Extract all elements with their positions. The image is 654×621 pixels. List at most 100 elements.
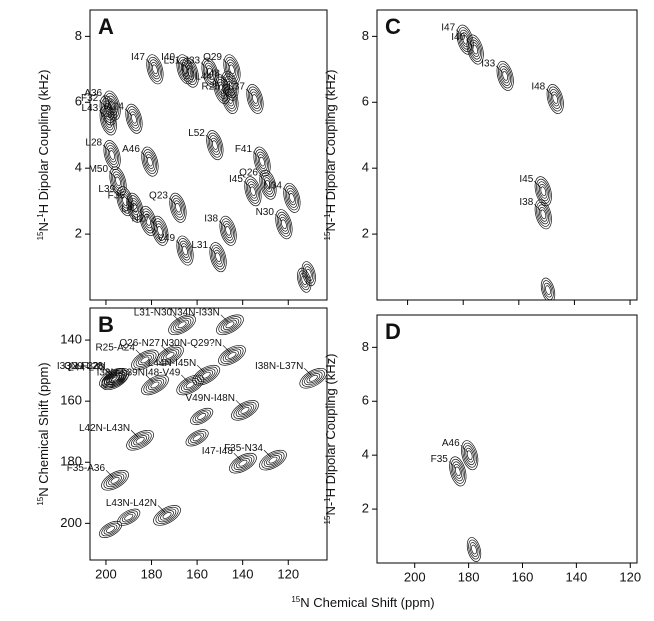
leader-line — [460, 444, 468, 453]
contour-line — [231, 400, 259, 421]
y-tick-label: 6 — [75, 94, 82, 109]
contour-line — [206, 130, 224, 161]
contour-line — [165, 351, 175, 359]
leader-line — [212, 78, 221, 87]
superscript: 1 — [323, 497, 332, 502]
leader-line — [150, 220, 159, 229]
leader-line — [140, 151, 149, 159]
contour-line — [247, 86, 263, 112]
contour-line — [140, 208, 156, 234]
leader-line — [106, 368, 114, 376]
x-tick-label: 180 — [141, 566, 163, 581]
contour-line — [209, 135, 221, 156]
contour-line — [537, 181, 550, 202]
peak-label: I47-I48 — [202, 446, 234, 457]
contour-line — [103, 471, 127, 489]
leader-line — [258, 174, 267, 182]
leader-line — [99, 110, 107, 118]
contour-line — [222, 348, 242, 363]
label-part: N- — [323, 218, 338, 232]
y-tick-label: 140 — [60, 332, 82, 347]
contour-line — [201, 371, 211, 379]
leader-line — [222, 345, 231, 353]
superscript: 15 — [323, 231, 332, 240]
contour-line — [163, 350, 177, 361]
peak-label: Q29-L28 — [64, 361, 103, 372]
leader-line — [172, 314, 181, 323]
contour-line — [106, 145, 118, 165]
contour-line — [126, 429, 155, 451]
leader-line — [448, 461, 457, 469]
contour-line — [169, 192, 187, 223]
panel-letter: A — [98, 14, 114, 39]
label-part: H Dipolar Coupling (kHz) — [323, 70, 338, 214]
peak-label: L42N-L43N — [79, 423, 130, 434]
contour-line — [468, 539, 480, 560]
contour-line — [185, 429, 209, 447]
leader-line — [102, 144, 111, 153]
contour-line — [181, 378, 200, 392]
y-tick-label: 8 — [362, 28, 369, 43]
contour-line — [116, 186, 134, 217]
peak-label: L39 — [98, 184, 115, 195]
contour-line — [218, 345, 246, 366]
contour-line — [147, 56, 163, 82]
contour-line — [162, 512, 172, 519]
contour-line — [115, 176, 121, 187]
contour-line — [222, 86, 238, 112]
contour-line — [240, 406, 250, 414]
contour-line — [225, 225, 231, 236]
contour-line — [546, 84, 564, 114]
contour-line — [216, 314, 244, 336]
peak-label: I33 — [186, 55, 200, 66]
peak-label: V49N-I48N — [185, 393, 234, 404]
contour-line — [278, 214, 290, 235]
leader-line — [274, 213, 283, 222]
leader-line — [175, 59, 184, 67]
contour-line — [190, 432, 204, 443]
peak-label: F35 — [108, 190, 126, 201]
contour-line — [128, 431, 152, 449]
leader-line — [465, 39, 474, 47]
contour-line — [468, 37, 483, 62]
contour-line — [244, 176, 262, 207]
panel-letter: C — [385, 14, 401, 39]
contour-line — [263, 177, 273, 193]
contour-line — [141, 146, 159, 177]
contour-line — [287, 190, 297, 206]
contour-line — [212, 140, 218, 150]
contours — [449, 440, 482, 562]
leader-line — [125, 197, 134, 205]
peak-label: L44 — [195, 72, 212, 83]
contour-line — [540, 209, 547, 220]
contour-line — [177, 321, 187, 329]
contour-line — [121, 512, 136, 523]
label-part: N Chemical Shift (ppm) — [36, 362, 51, 496]
contour-line — [254, 149, 270, 175]
contour-line — [279, 216, 289, 232]
contour-line — [452, 461, 464, 482]
peak-label: M50 — [89, 164, 109, 175]
contour-line — [185, 381, 195, 389]
leader-line — [157, 505, 166, 513]
contour-line — [238, 405, 252, 416]
peak-label: L44N-I45N — [148, 358, 196, 369]
contour-line — [153, 505, 181, 526]
label-part: H Dipolar Coupling (kHz) — [36, 70, 51, 214]
leader-line — [124, 108, 133, 116]
contour-line — [172, 317, 192, 332]
contour-line — [106, 526, 116, 533]
contour-line — [538, 206, 548, 222]
contour-line — [245, 178, 261, 204]
leader-line — [245, 88, 254, 97]
contour-line — [157, 508, 177, 523]
contour-line — [155, 223, 165, 239]
contour-line — [301, 369, 325, 387]
contour-line — [194, 366, 218, 384]
leader-line — [138, 210, 147, 219]
contour-line — [263, 453, 283, 467]
contour-line — [500, 68, 510, 84]
contour-line — [227, 61, 237, 77]
contour-line — [179, 240, 191, 261]
contour-line — [306, 373, 321, 384]
